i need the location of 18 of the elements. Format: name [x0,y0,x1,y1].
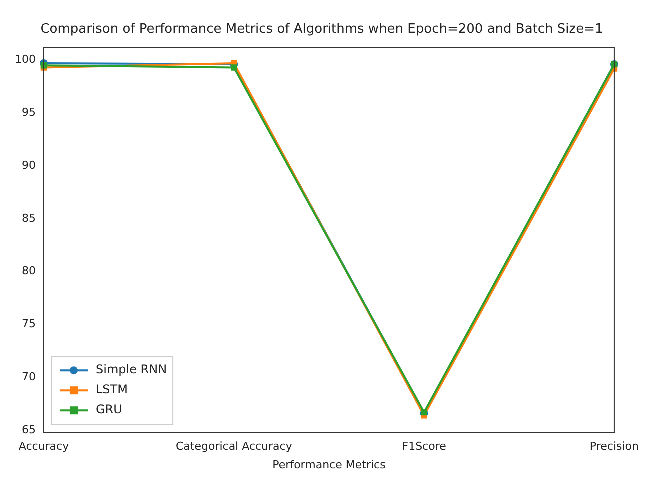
x-tick-label: Precision [590,440,640,454]
x-tick-label: Accuracy [18,440,70,454]
y-tick-label: 65 [22,423,36,436]
x-tick-label: F1Score [402,440,447,454]
y-tick-label: 75 [22,318,36,331]
y-tick-label: 100 [14,53,36,66]
point [231,64,238,71]
legend-label: LSTM [96,382,128,397]
legend-label: GRU [96,402,122,417]
x-tick-label: Categorical Accuracy [176,440,293,454]
y-tick-label: 95 [22,106,36,120]
x-axis-title: Performance Metrics [272,458,386,472]
legend-label: Simple RNN [96,362,168,377]
chart-title: Comparison of Performance Metrics of Algorithms when Epoch=200 and Batch Size=1 [40,22,604,38]
y-tick-label: 70 [22,370,36,384]
y-tick-label: 80 [22,264,36,278]
y-tick-label: 90 [22,158,36,172]
y-tick-label: 85 [22,212,36,225]
